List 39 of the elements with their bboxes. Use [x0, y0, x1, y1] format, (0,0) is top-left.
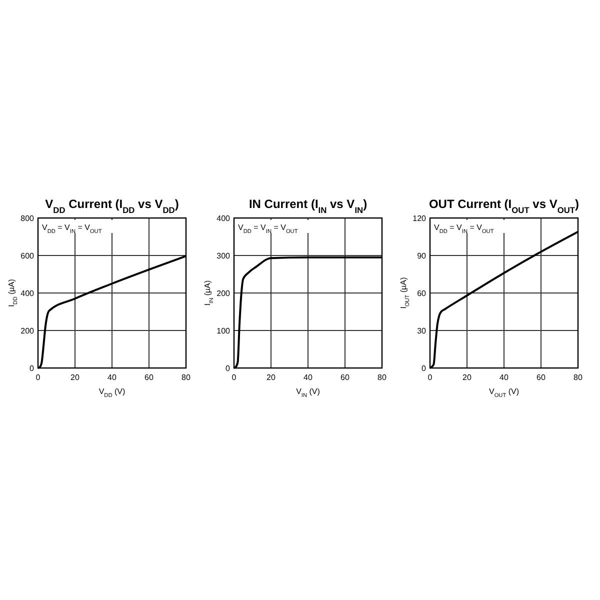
y-tick-label: 800 [20, 214, 35, 223]
y-tick-label: 90 [417, 252, 427, 260]
x-tick-label: 80 [574, 373, 583, 382]
y-tick-label: 30 [417, 326, 427, 336]
x-tick-label: 60 [536, 373, 546, 382]
y-tick-label: 0 [226, 364, 231, 373]
x-tick-label: 20 [70, 373, 80, 382]
x-tick-label: 40 [304, 373, 313, 382]
x-tick-label: 60 [340, 373, 350, 382]
x-tick-label: 0 [428, 373, 433, 382]
y-tick-label: 100 [216, 326, 231, 336]
y-tick-label: 0 [30, 364, 35, 373]
chart-title: V$_{DD}$ Current (I$_{DD}$ vs V$_{DD}$) [45, 197, 179, 215]
annotation: V$_{DD}$ = V$_{IN}$ = V$_{OUT}$ [42, 223, 102, 235]
x-axis-title: V$_{DD}$ (V) [98, 387, 126, 399]
x-tick-label: 0 [36, 373, 41, 382]
y-tick-label: 200 [216, 289, 231, 298]
x-tick-label: 0 [232, 373, 237, 382]
x-tick-label: 40 [108, 373, 117, 382]
annotation: V$_{DD}$ = V$_{IN}$ = V$_{OUT}$ [238, 223, 298, 235]
y-tick-label: 200 [20, 326, 35, 336]
x-tick-label: 80 [182, 373, 191, 382]
x-tick-label: 40 [500, 373, 509, 382]
y-tick-label: 120 [412, 214, 427, 223]
x-axis-title: V$_{OUT}$ (V) [488, 387, 520, 399]
y-tick-label: 600 [20, 252, 35, 260]
x-tick-label: 20 [462, 373, 472, 382]
x-tick-label: 60 [144, 373, 154, 382]
y-tick-label: 0 [422, 364, 427, 373]
y-tick-label: 60 [417, 289, 427, 298]
y-tick-label: 400 [20, 289, 35, 298]
x-axis-title: V$_{IN}$ (V) [296, 387, 320, 399]
y-tick-label: 400 [216, 214, 231, 223]
annotation: V$_{DD}$ = V$_{IN}$ = V$_{OUT}$ [434, 223, 494, 235]
chart-title: IN Current (I$_{IN}$ vs V$_{IN}$) [248, 197, 368, 215]
chart-title: OUT Current (I$_{OUT}$ vs V$_{OUT}$) [428, 197, 580, 215]
y-tick-label: 300 [216, 252, 231, 260]
x-tick-label: 80 [378, 373, 387, 382]
x-tick-label: 20 [266, 373, 276, 382]
